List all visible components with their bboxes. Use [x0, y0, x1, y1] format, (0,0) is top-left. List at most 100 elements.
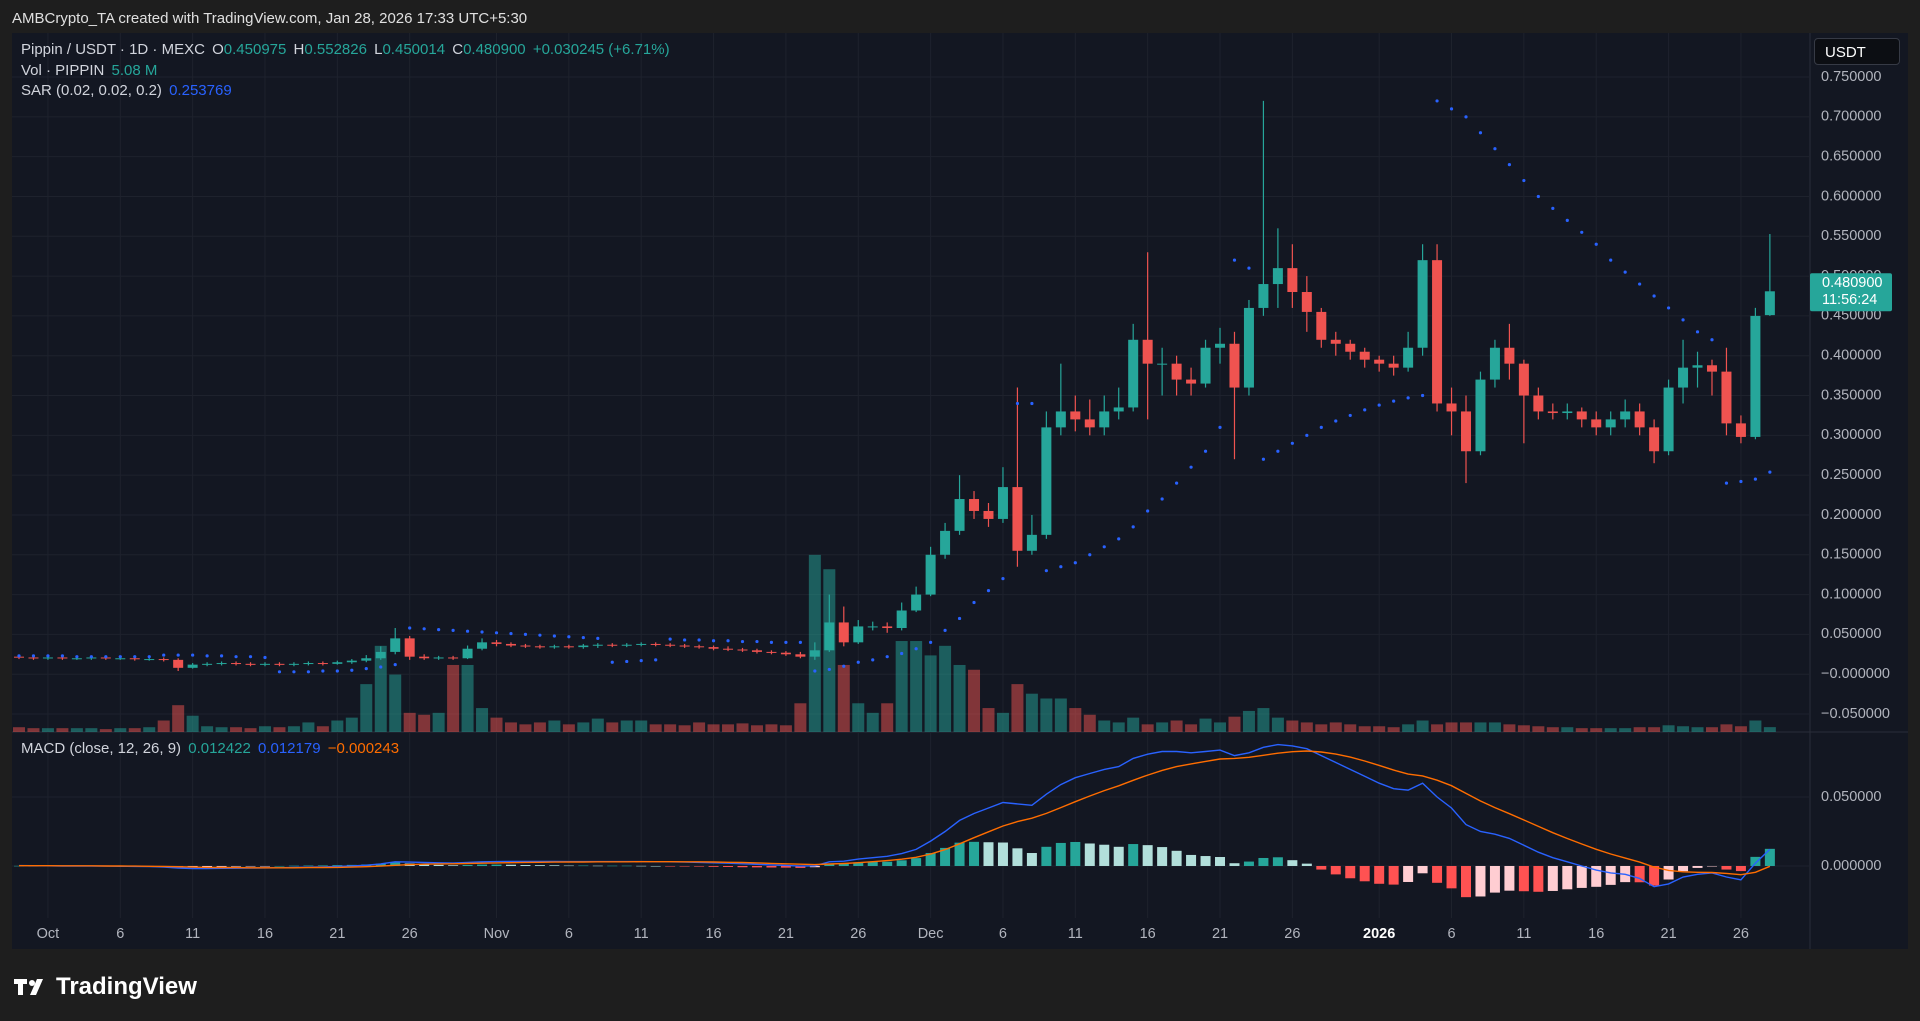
sar-dot — [986, 588, 991, 593]
candle-body — [477, 642, 488, 649]
x-tick-label: 21 — [1212, 926, 1228, 942]
symbol: Pippin / USDT · 1D · MEXC — [21, 41, 205, 58]
candle-body — [1084, 419, 1095, 428]
candle-body — [1142, 339, 1153, 364]
candle-body — [1374, 359, 1385, 364]
macd-histogram-bar — [780, 865, 791, 868]
macd-histogram-bar — [462, 865, 473, 866]
candle-body — [202, 663, 213, 665]
volume-bar — [1546, 727, 1559, 732]
x-tick-label: 11 — [185, 926, 200, 942]
candle-body — [419, 656, 430, 659]
candle-body — [1272, 268, 1283, 285]
sar-dot — [1348, 413, 1352, 418]
volume-bar — [635, 720, 648, 732]
candle-body — [549, 646, 560, 648]
volume-bar — [939, 645, 952, 732]
macd-histogram-bar — [1287, 860, 1298, 866]
sar-dot — [133, 655, 137, 659]
volume-bar — [765, 724, 778, 732]
currency-button[interactable]: USDT — [1814, 38, 1900, 65]
h-value: 0.552826 — [304, 41, 367, 58]
macd-histogram-bar — [853, 862, 864, 866]
candle-body — [1186, 379, 1197, 384]
c-value: 0.480900 — [463, 41, 526, 58]
volume-bar — [360, 684, 373, 732]
candle-body — [650, 643, 661, 645]
candle-body — [1620, 411, 1631, 420]
candle-body — [853, 626, 864, 643]
sar-dot — [769, 640, 774, 644]
sar-dot — [1175, 481, 1179, 485]
macd-histogram-bar — [809, 865, 820, 868]
macd-histogram-bar — [954, 842, 965, 866]
candle-body — [462, 648, 473, 659]
volume-bar — [1214, 722, 1227, 732]
volume-bar — [1460, 722, 1472, 732]
candle-body — [1171, 363, 1182, 380]
l-value: 0.450014 — [382, 41, 446, 58]
macd-histogram-bar — [303, 865, 314, 867]
candle-body — [766, 651, 777, 653]
volume-bar — [736, 723, 749, 732]
sar-dot — [740, 639, 745, 644]
macd-histogram-bar — [650, 865, 661, 867]
macd-histogram-bar — [1374, 865, 1385, 884]
sar-dot — [1507, 163, 1512, 167]
x-tick-label: 11 — [1516, 926, 1531, 942]
macd-legend: MACD (close, 12, 26, 9) 0.012422 0.01217… — [21, 740, 402, 757]
candle-body — [563, 646, 574, 648]
volume-bar — [1749, 720, 1762, 732]
sar-dot — [118, 655, 122, 659]
candle-body — [1316, 311, 1327, 340]
macd-histogram-bar — [1229, 863, 1240, 866]
sar-dot — [827, 667, 831, 672]
volume-bar — [1185, 724, 1198, 732]
sar-dot — [104, 655, 108, 659]
sar-dot — [1073, 561, 1077, 565]
candle-body — [737, 649, 748, 651]
sar-dot — [1319, 425, 1323, 429]
macd-histogram-bar — [1489, 865, 1500, 893]
sar-dot — [1261, 457, 1266, 461]
sar-dot — [523, 632, 528, 636]
candle-body — [1663, 387, 1674, 452]
sar-dot — [654, 658, 658, 662]
sar-dot — [147, 655, 151, 659]
macd-histogram-bar — [477, 864, 488, 866]
volume-bar — [982, 708, 995, 732]
x-tick-label: 26 — [1733, 926, 1749, 942]
sar-dot — [408, 626, 412, 630]
volume-bar — [1416, 720, 1429, 732]
sar-dot — [263, 655, 267, 660]
macd-histogram-bar — [448, 865, 459, 866]
candle-body — [317, 663, 328, 665]
macd-histogram-bar — [1721, 865, 1732, 870]
sar-dot — [1392, 399, 1396, 403]
sar-dot — [379, 665, 383, 669]
sar-dot — [1724, 481, 1729, 485]
candle-body — [1287, 268, 1298, 293]
candle-body — [896, 610, 907, 629]
x-tick-label: 26 — [402, 926, 418, 942]
sar-dot — [957, 616, 962, 621]
sar-dot — [726, 639, 730, 643]
y-tick-label: 0.450000 — [1821, 308, 1881, 324]
macd-histogram-bar — [1070, 841, 1081, 866]
macd-histogram-bar — [1041, 846, 1052, 866]
macd-histogram-bar — [867, 861, 878, 866]
macd-histogram-bar — [1055, 842, 1066, 866]
volume-bar — [99, 729, 112, 732]
candle-body — [1012, 487, 1023, 551]
candle-body — [1475, 379, 1486, 452]
candle-body — [1258, 284, 1269, 308]
sar-dot — [1160, 497, 1164, 501]
sar-dot — [972, 600, 976, 605]
macd-histogram-bar — [288, 865, 299, 867]
sar-dot — [813, 669, 817, 673]
sar-dot — [1203, 449, 1208, 453]
macd-histogram-bar — [245, 865, 256, 867]
volume-bar — [345, 717, 358, 732]
candle-body — [824, 622, 835, 651]
sar-dot — [842, 664, 846, 668]
